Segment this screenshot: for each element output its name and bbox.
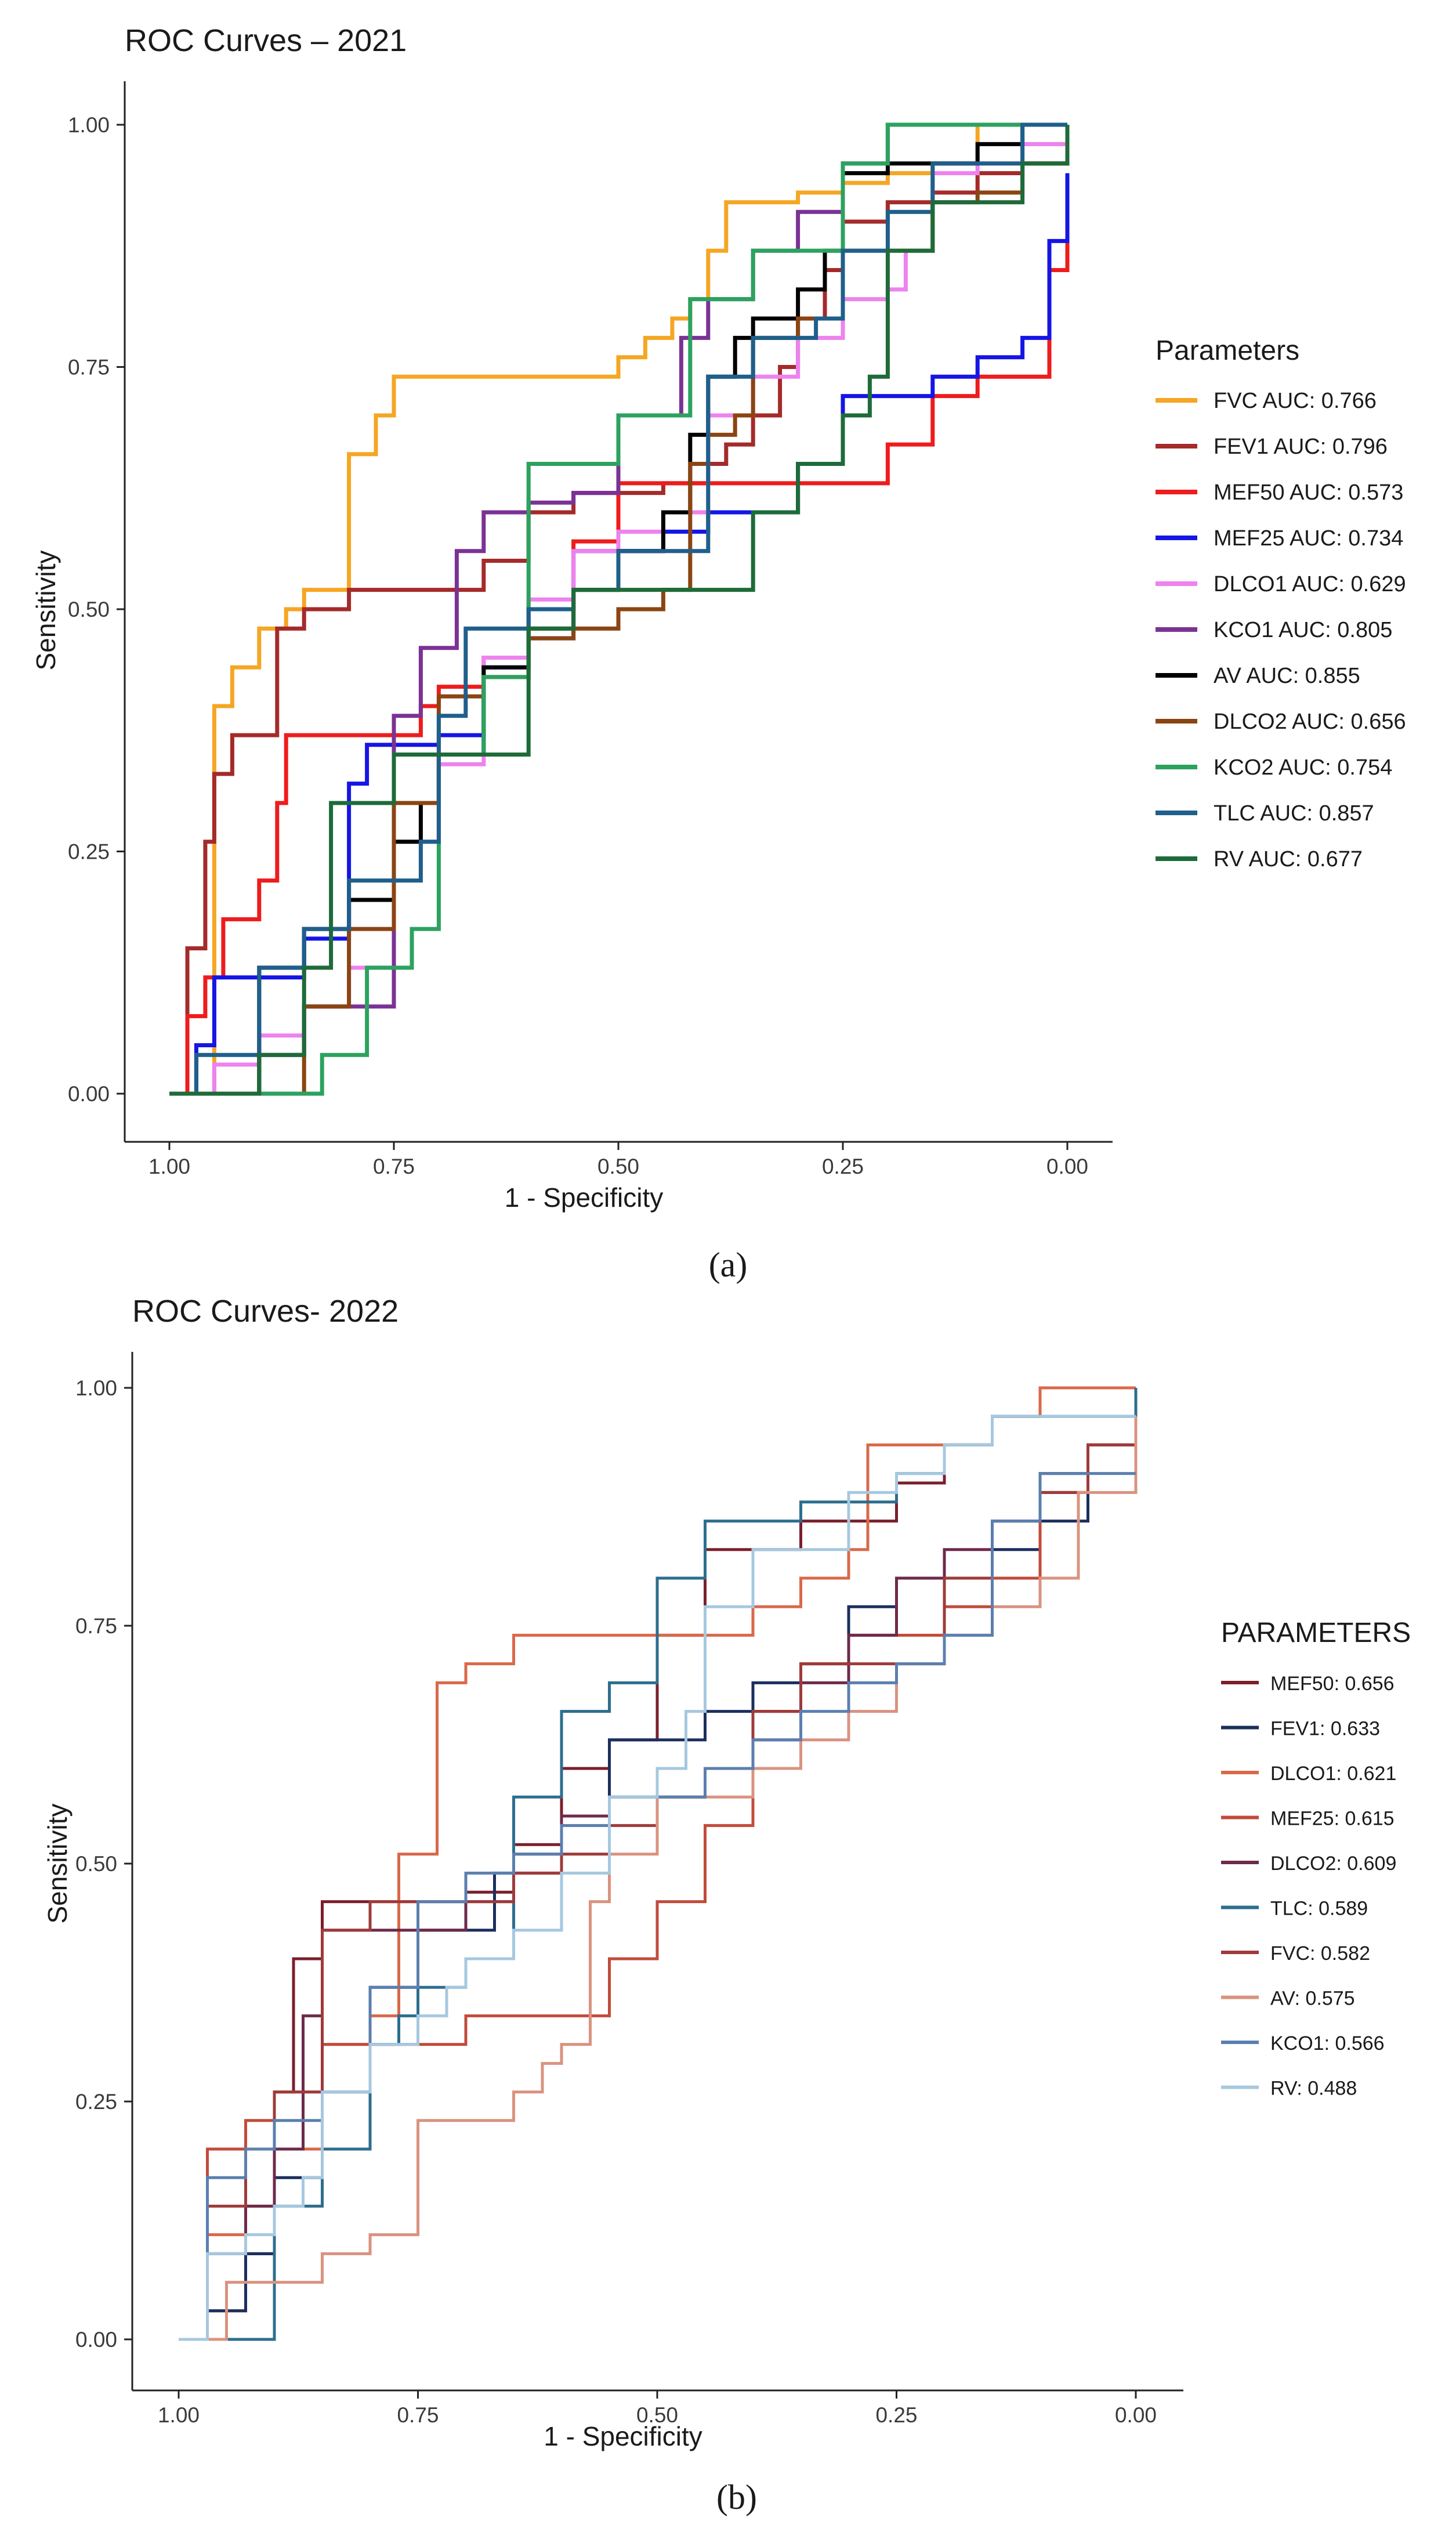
legend-label-b-3: MEF25: 0.615: [1270, 1808, 1395, 1830]
legend-label-a-4: DLCO1 AUC: 0.629: [1214, 572, 1406, 596]
legend-label-a-7: DLCO2 AUC: 0.656: [1214, 710, 1406, 734]
legend-label-b-6: FVC: 0.582: [1270, 1943, 1370, 1965]
series-line-b-9: [179, 1415, 1136, 2341]
series-line-a-8: [169, 122, 1067, 1096]
legend-label-b-7: AV: 0.575: [1270, 1988, 1355, 2010]
plot-area-a: 1.00 0.75 0.50 0.25 0.00 0.00 0.25 0.50 0.75 1.00…: [31, 81, 1406, 1213]
legend-label-b-8: KCO1: 0.566: [1270, 2032, 1385, 2054]
series-line-a-10: [169, 125, 1070, 1096]
x-tick-label-b: 0.00: [1115, 2403, 1157, 2427]
x-axis-title-a: 1 - Specificity: [505, 1182, 664, 1213]
x-tick-label-a: 1.00: [149, 1155, 190, 1178]
x-tick-label-a: 0.50: [597, 1155, 639, 1178]
y-tick-label-a: 0.50: [68, 598, 110, 621]
legend-label-a-3: MEF25 AUC: 0.734: [1214, 526, 1403, 551]
y-tick-label-b: 0.25: [75, 2090, 117, 2114]
series-line-a-1: [169, 125, 1070, 1096]
chart-title-b: ROC Curves- 2022: [132, 1294, 399, 1329]
legend-title-a: Parameters: [1156, 335, 1299, 366]
legend-label-b-1: FEV1: 0.633: [1270, 1718, 1380, 1740]
x-tick-label-b: 0.75: [397, 2403, 439, 2427]
legend-title-b: PARAMETERS: [1221, 1618, 1411, 1648]
x-tick-label-a: 0.00: [1046, 1155, 1088, 1178]
panel-caption-b: (b): [716, 2478, 757, 2516]
y-tick-label-a: 0.00: [68, 1082, 110, 1106]
y-axis-title-a: Sensitivity: [31, 550, 61, 670]
y-tick-label-b: 1.00: [75, 1376, 117, 1400]
y-tick-label-a: 0.25: [68, 840, 110, 864]
y-tick-label-b: 0.75: [75, 1614, 117, 1638]
panel-caption-a: (a): [709, 1246, 748, 1284]
legend-label-a-8: KCO2 AUC: 0.754: [1214, 755, 1392, 780]
legend-label-a-2: MEF50 AUC: 0.573: [1214, 480, 1403, 505]
legend-label-b-9: RV: 0.488: [1270, 2078, 1357, 2100]
legend-label-b-4: DLCO2: 0.609: [1270, 1853, 1396, 1875]
x-tick-label-b: 1.00: [158, 2403, 200, 2427]
x-tick-label-b: 0.25: [875, 2403, 917, 2427]
legend-label-a-0: FVC AUC: 0.766: [1214, 389, 1377, 413]
legend-label-b-5: TLC: 0.589: [1270, 1898, 1368, 1920]
legend-label-a-10: RV AUC: 0.677: [1214, 847, 1363, 871]
legend-label-a-9: TLC AUC: 0.857: [1214, 801, 1374, 826]
legend-label-a-1: FEV1 AUC: 0.796: [1214, 435, 1388, 459]
legend-label-a-5: KCO1 AUC: 0.805: [1214, 618, 1392, 642]
y-axis-title-b: Sensitivity: [42, 1803, 73, 1923]
x-axis-title-b: 1 - Specificity: [544, 2421, 702, 2451]
y-tick-label-b: 0.00: [75, 2328, 117, 2352]
y-tick-label-a: 0.75: [68, 356, 110, 379]
legend-label-a-6: AV AUC: 0.855: [1214, 664, 1360, 688]
y-tick-label-b: 0.50: [75, 1852, 117, 1876]
legend-label-b-0: MEF50: 0.656: [1270, 1673, 1395, 1695]
legend-label-b-2: DLCO1: 0.621: [1270, 1763, 1396, 1785]
x-tick-label-b: 0.50: [636, 2403, 678, 2427]
x-tick-label-a: 0.75: [373, 1155, 415, 1178]
panel-b: ROC Curves- 2022 PARAMETERS (b) 1.00 0.75…: [42, 1294, 1411, 2516]
x-tick-label-a: 0.25: [822, 1155, 864, 1178]
y-tick-label-a: 1.00: [68, 113, 110, 137]
panel-a: ROC Curves – 2021 Parameters (a) 1.00 0.7…: [31, 23, 1406, 1284]
chart-title-a: ROC Curves – 2021: [125, 23, 407, 58]
plot-area-b: 1.00 0.75 0.50 0.25 0.00 0.00 0.25 0.50 0.75 1.00…: [42, 1352, 1396, 2451]
